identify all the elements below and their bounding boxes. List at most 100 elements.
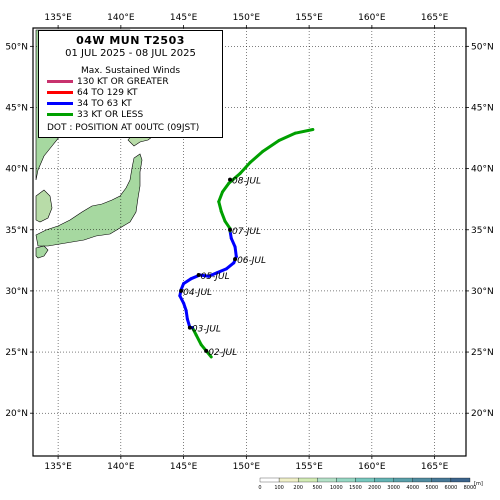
lon-tick-label-bottom: 150°E	[233, 462, 261, 472]
legend-dot-note: DOT : POSITION AT 00UTC (09JST)	[47, 123, 200, 133]
lat-tick-label-right: 40°N	[471, 165, 494, 175]
daily-position-dot	[179, 288, 184, 293]
daily-position-dot	[228, 177, 233, 182]
colorbar-label: 6000	[445, 485, 458, 491]
lon-tick-label-top: 140°E	[107, 13, 135, 23]
lon-tick-label-top: 150°E	[233, 13, 261, 23]
colorbar-label: 5000	[425, 485, 438, 491]
lon-tick-label-top: 165°E	[421, 13, 449, 23]
lon-tick-label-bottom: 165°E	[421, 462, 449, 472]
lat-tick-label-right: 35°N	[471, 226, 494, 236]
legend-label-130kt: 130 KT OR GREATER	[77, 76, 169, 87]
legend-heading: Max. Sustained Winds	[80, 66, 181, 76]
lon-tick-label-bottom: 155°E	[295, 462, 323, 472]
daily-position-dot	[196, 273, 201, 278]
lon-tick-label-top: 145°E	[170, 13, 198, 23]
track-segment	[217, 200, 223, 213]
colorbar-label: 1000	[330, 485, 343, 491]
label-layer: 02-JUL 03-JUL 04-JUL 05-JUL 06-JUL 07-JUL 08-J…	[179, 177, 266, 358]
track-segment	[261, 139, 281, 154]
colorbar-label: 500	[312, 485, 322, 491]
colorbar-swatch	[450, 477, 471, 483]
legend-swatch-34kt	[47, 102, 73, 105]
land-kyushu	[35, 245, 49, 259]
daily-position-label: 04-JUL	[183, 288, 212, 298]
lat-tick-label-right: 20°N	[471, 409, 494, 419]
daily-position-dot	[204, 348, 209, 353]
track-segment	[194, 333, 203, 347]
legend-row-64kt: 64 TO 129 KT	[47, 87, 138, 98]
legend-swatch-130kt	[47, 80, 73, 83]
legend-row-34kt: 34 TO 63 KT	[47, 98, 132, 109]
lat-tick-label-left: 25°N	[5, 348, 28, 358]
track-segment	[207, 271, 219, 278]
colorbar: 0 100 200 500 1000 1500 2000 3000 4000 5000 6000 80…	[258, 477, 477, 491]
lon-tick-label-bottom: 145°E	[170, 462, 198, 472]
colorbar-swatch	[336, 477, 356, 483]
track-segment	[229, 236, 237, 249]
track-segment	[217, 190, 225, 204]
track-segment	[224, 261, 236, 271]
colorbar-label: 0	[258, 485, 261, 491]
lat-tick-label-left: 20°N	[5, 409, 28, 419]
legend-label-33kt: 33 KT OR LESS	[77, 109, 144, 120]
daily-position-label: 02-JUL	[208, 348, 237, 358]
daily-position-label: 03-JUL	[192, 325, 221, 335]
legend-row-33kt: 33 KT OR LESS	[47, 109, 143, 120]
legend-panel: 04W MUN T2503 01 JUL 2025 - 08 JUL 2025 …	[38, 30, 223, 138]
lon-tick-label-bottom: 140°E	[107, 462, 135, 472]
track-segment	[248, 150, 265, 165]
track-segment	[227, 172, 242, 185]
lon-tick-label-bottom: 160°E	[358, 462, 386, 472]
daily-position-label: 06-JUL	[237, 256, 266, 266]
colorbar-swatch	[278, 477, 299, 483]
legend-swatch-64kt	[47, 91, 73, 94]
daily-position-label: 07-JUL	[232, 227, 261, 237]
land-korea	[35, 189, 53, 223]
legend-swatch-33kt	[47, 113, 73, 116]
track-segment	[293, 127, 315, 135]
lat-tick-label-left: 35°N	[5, 226, 28, 236]
colorbar-unit: [m]	[474, 481, 483, 487]
legend-label-34kt: 34 TO 63 KT	[77, 98, 132, 109]
daily-position-dot	[228, 227, 233, 232]
daily-position-dot	[187, 325, 192, 330]
track-segment	[233, 245, 238, 259]
lat-tick-label-right: 45°N	[471, 103, 494, 113]
track-segment	[215, 267, 228, 275]
daily-position-dot	[233, 257, 238, 262]
lat-tick-label-left: 30°N	[5, 287, 28, 297]
daily-position-label: 05-JUL	[201, 272, 230, 282]
lon-tick-label-top: 135°E	[44, 13, 72, 23]
lon-tick-label-top: 155°E	[295, 13, 323, 23]
lon-tick-label-top: 160°E	[358, 13, 386, 23]
colorbar-swatch	[431, 477, 452, 483]
colorbar-label: 3000	[387, 485, 400, 491]
colorbar-swatch	[259, 477, 280, 483]
colorbar-label: 8000	[464, 485, 477, 491]
colorbar-swatch	[393, 477, 413, 483]
daily-position-label: 08-JUL	[232, 177, 261, 187]
colorbar-label: 2000	[368, 485, 381, 491]
storm-title: 04W MUN T2503	[76, 34, 185, 47]
track-segment	[219, 209, 227, 223]
colorbar-swatch	[374, 477, 394, 483]
land-honshu	[35, 153, 143, 247]
map-frame	[32, 27, 467, 457]
colorbar-label: 100	[274, 485, 284, 491]
lat-tick-label-left: 40°N	[5, 165, 28, 175]
track-segment	[238, 161, 252, 176]
colorbar-label: 200	[293, 485, 303, 491]
lat-tick-label-left: 50°N	[5, 42, 28, 52]
track-segment	[221, 181, 231, 194]
colorbar-label: 4000	[406, 485, 419, 491]
lat-tick-label-right: 30°N	[471, 287, 494, 297]
colorbar-swatch	[317, 477, 337, 483]
colorbar-label: 1500	[349, 485, 362, 491]
colorbar-swatch	[412, 477, 432, 483]
lat-tick-label-left: 45°N	[5, 103, 28, 113]
track-segment	[277, 131, 297, 143]
colorbar-swatch	[298, 477, 318, 483]
axis-layer: 135°E 135°E 140°E 140°E 145°E 145°E 150°E 150°E…	[5, 13, 493, 472]
colorbar-swatch	[355, 477, 375, 483]
